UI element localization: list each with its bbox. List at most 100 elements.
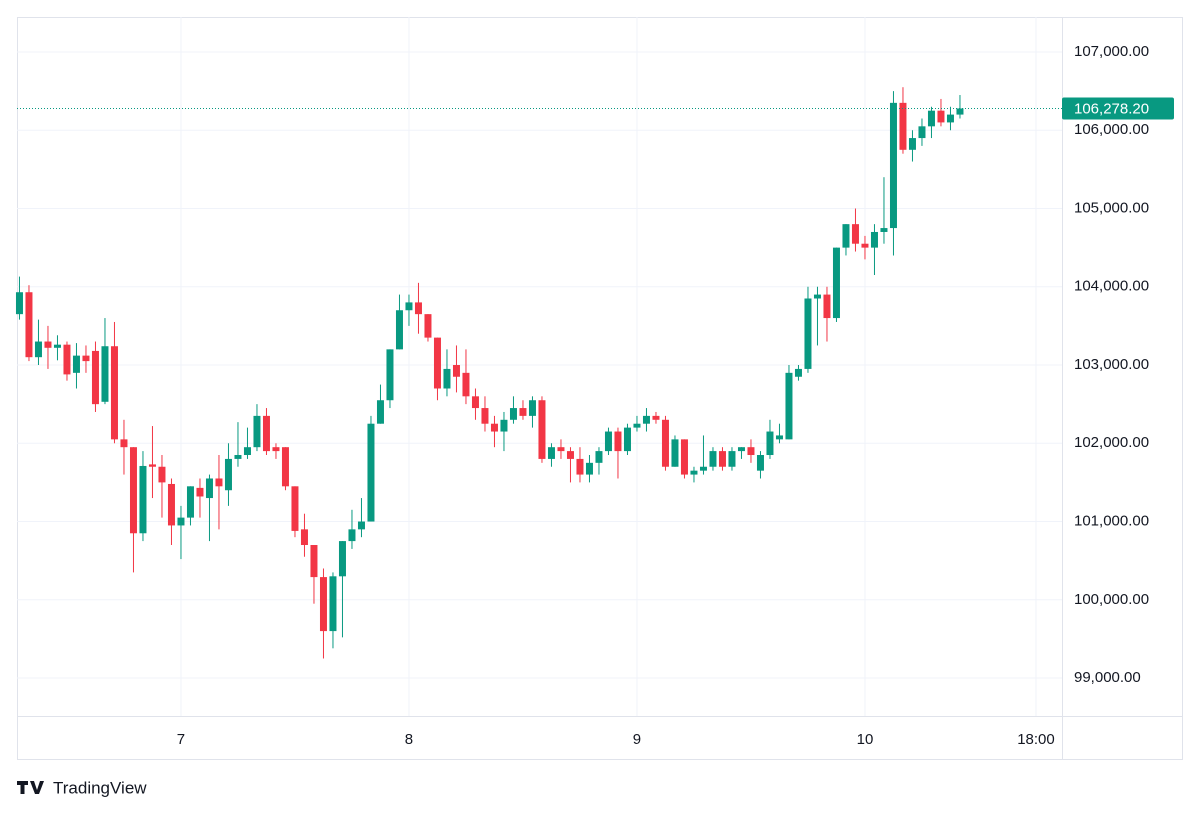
candle-body <box>196 487 204 497</box>
candle-body <box>623 427 631 452</box>
candle-body <box>110 346 118 440</box>
candle-body <box>253 415 261 448</box>
chart-frame <box>17 17 1183 760</box>
candle-body <box>633 423 641 428</box>
candle-body <box>129 447 137 534</box>
candle-body <box>927 110 935 127</box>
candle-body <box>462 372 470 397</box>
brand-logo: TradingView <box>17 778 147 797</box>
candle-body <box>547 447 555 459</box>
candle-body <box>424 314 432 338</box>
candle-body <box>585 462 593 475</box>
candle-body <box>794 368 802 377</box>
candle-body <box>205 478 213 499</box>
candle-body <box>747 447 755 456</box>
candle-body <box>471 396 479 409</box>
candle-body <box>880 228 888 232</box>
candle-body <box>367 423 375 522</box>
candle-body <box>82 355 90 362</box>
candle-body <box>53 344 61 348</box>
y-tick-label: 105,000.00 <box>1074 199 1149 216</box>
candle-body <box>918 126 926 139</box>
x-tick-label: 8 <box>405 731 413 748</box>
candle-body <box>224 458 232 491</box>
candle-body <box>661 419 669 467</box>
candle-body <box>338 541 346 577</box>
candle-body <box>937 110 945 123</box>
candle-body <box>832 247 840 319</box>
candle-body <box>34 341 42 358</box>
candle-body <box>243 447 251 456</box>
candle-body <box>709 451 717 467</box>
candle-body <box>718 451 726 467</box>
candle-body <box>234 455 242 459</box>
candle-body <box>851 224 859 244</box>
y-tick-label: 106,000.00 <box>1074 121 1149 138</box>
last-price-badge <box>1062 97 1174 120</box>
candle-body <box>291 486 299 531</box>
candle-body <box>405 302 413 311</box>
candle-body <box>215 478 223 487</box>
candle-body <box>91 350 99 405</box>
candle-body <box>509 408 517 420</box>
grid <box>17 17 1062 716</box>
candle-body <box>310 545 318 578</box>
y-tick-label: 104,000.00 <box>1074 278 1149 295</box>
candle-body <box>167 483 175 526</box>
candle-body <box>813 294 821 299</box>
candle-body <box>500 419 508 432</box>
candle-body <box>63 344 71 375</box>
candle-body <box>614 431 622 452</box>
candle-body <box>604 431 612 452</box>
candle-body <box>357 521 365 530</box>
candle-body <box>766 431 774 456</box>
candle-body <box>870 231 878 248</box>
y-tick-label: 107,000.00 <box>1074 43 1149 60</box>
candle-body <box>139 465 147 534</box>
candle-body <box>804 298 812 369</box>
y-tick-label: 102,000.00 <box>1074 434 1149 451</box>
candle-body <box>946 114 954 123</box>
x-tick-label: 9 <box>633 731 641 748</box>
candle-body <box>889 102 897 229</box>
y-tick-label: 99,000.00 <box>1074 669 1141 686</box>
candle-body <box>386 349 394 401</box>
last-price-label: 106,278.20 <box>1074 100 1149 117</box>
x-tick-label: 10 <box>857 731 874 748</box>
candle-body <box>756 455 764 471</box>
candle-body <box>414 302 422 315</box>
candle-body <box>433 337 441 389</box>
candles <box>15 87 1062 659</box>
candle-body <box>481 408 489 424</box>
candle-body <box>557 447 565 452</box>
candle-body <box>642 415 650 424</box>
candle-body <box>319 577 327 632</box>
candle-body <box>956 108 964 115</box>
candle-body <box>728 451 736 467</box>
candle-body <box>300 529 308 546</box>
candle-body <box>25 292 33 358</box>
candle-body <box>737 447 745 452</box>
candle-body <box>823 294 831 319</box>
x-tick-label: 18:00 <box>1017 731 1055 748</box>
x-tick-label: 7 <box>177 731 185 748</box>
candle-body <box>519 408 527 416</box>
candle-body <box>44 341 52 348</box>
candle-body <box>775 435 783 440</box>
candle-body <box>690 470 698 475</box>
candle-body <box>908 138 916 150</box>
candle-body <box>671 439 679 467</box>
candle-body <box>148 464 156 467</box>
candle-body <box>329 576 337 632</box>
candle-body <box>528 400 536 416</box>
candle-body <box>842 224 850 248</box>
candle-body <box>281 447 289 487</box>
candle-body <box>899 102 907 150</box>
candle-body <box>566 451 574 459</box>
candle-body <box>348 529 356 542</box>
candle-body <box>262 415 270 452</box>
candle-body <box>443 368 451 389</box>
candle-body <box>186 486 194 518</box>
logo-mark <box>17 781 44 794</box>
